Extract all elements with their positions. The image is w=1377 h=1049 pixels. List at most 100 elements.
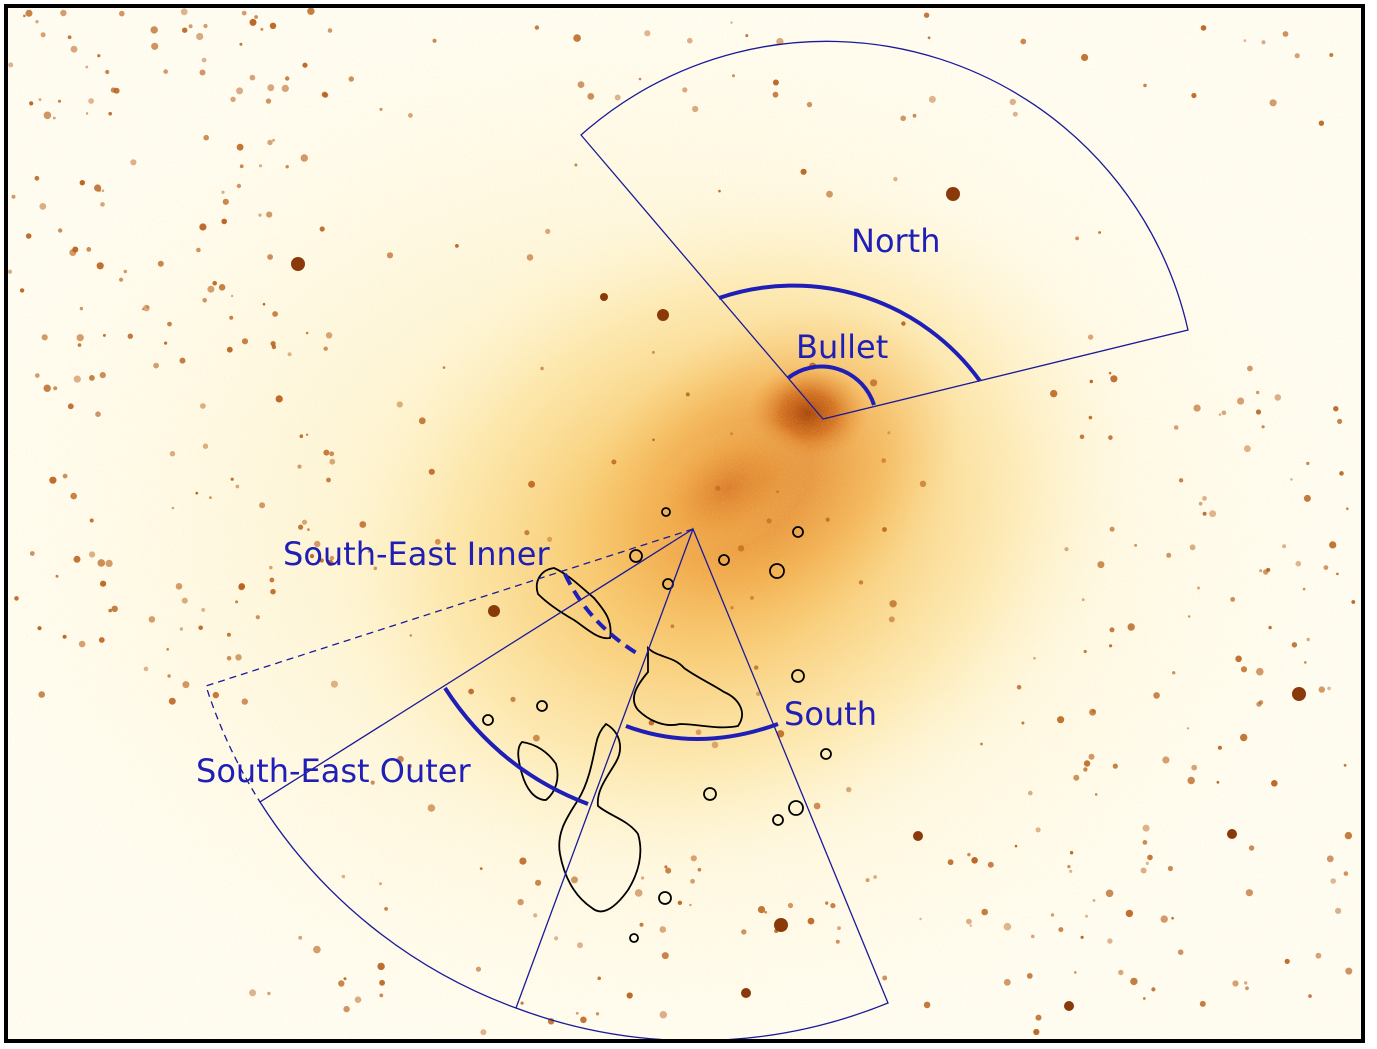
point-source bbox=[239, 42, 243, 46]
point-source bbox=[1193, 404, 1201, 412]
point-source bbox=[1097, 561, 1105, 569]
point-source bbox=[1092, 899, 1096, 902]
point-source bbox=[78, 640, 86, 648]
point-source bbox=[226, 632, 231, 637]
point-source bbox=[62, 473, 68, 479]
point-source bbox=[1140, 867, 1147, 874]
point-source bbox=[73, 555, 81, 563]
point-source bbox=[1339, 471, 1344, 476]
photon-noise bbox=[8, 8, 1361, 1039]
contour-blob bbox=[772, 814, 784, 826]
point-source bbox=[305, 331, 309, 335]
point-source bbox=[919, 917, 922, 921]
point-source bbox=[1033, 656, 1036, 660]
point-source bbox=[1118, 969, 1124, 976]
point-source bbox=[1094, 793, 1098, 796]
point-source bbox=[98, 637, 105, 643]
point-source bbox=[343, 1005, 350, 1013]
arc-south bbox=[625, 722, 779, 741]
point-source bbox=[25, 233, 32, 239]
point-source bbox=[119, 10, 125, 17]
point-source bbox=[70, 45, 78, 53]
point-source bbox=[141, 308, 145, 311]
point-source bbox=[787, 902, 794, 909]
point-source bbox=[887, 431, 891, 435]
point-source bbox=[148, 616, 156, 623]
point-source bbox=[1351, 600, 1356, 604]
point-source bbox=[1343, 763, 1347, 767]
point-source bbox=[239, 164, 244, 169]
point-source bbox=[241, 698, 248, 705]
point-source bbox=[249, 18, 257, 26]
point-source bbox=[730, 432, 733, 436]
point-source bbox=[1318, 120, 1325, 126]
point-source bbox=[143, 666, 149, 672]
point-source bbox=[690, 855, 697, 862]
point-source bbox=[179, 357, 186, 364]
point-source bbox=[150, 26, 158, 34]
point-source bbox=[235, 654, 242, 661]
point-source bbox=[730, 606, 734, 610]
point-source bbox=[1333, 406, 1339, 412]
point-source bbox=[571, 876, 578, 884]
point-source bbox=[102, 333, 106, 337]
point-source bbox=[1343, 871, 1349, 876]
point-source bbox=[226, 655, 232, 661]
point-source bbox=[893, 176, 898, 182]
point-source bbox=[690, 878, 695, 884]
point-source bbox=[614, 94, 621, 101]
point-source bbox=[1258, 700, 1264, 705]
point-source bbox=[1294, 53, 1300, 59]
point-source bbox=[297, 464, 302, 469]
point-source bbox=[1050, 913, 1055, 917]
point-source bbox=[1259, 569, 1263, 573]
xray-cluster-image: North Bullet South-East Inner South Sout… bbox=[8, 8, 1361, 1039]
point-source bbox=[34, 175, 40, 181]
point-source bbox=[326, 477, 331, 483]
point-source bbox=[76, 334, 84, 342]
point-source bbox=[327, 559, 334, 567]
point-source bbox=[1318, 686, 1326, 693]
point-source bbox=[212, 691, 219, 699]
point-source bbox=[169, 451, 176, 457]
point-source bbox=[745, 34, 749, 38]
point-source bbox=[323, 346, 328, 351]
point-source bbox=[73, 375, 81, 383]
point-source bbox=[1092, 709, 1096, 713]
point-source bbox=[987, 861, 994, 868]
point-source bbox=[661, 952, 669, 960]
point-source bbox=[386, 252, 394, 259]
point-source bbox=[329, 458, 336, 465]
point-source bbox=[167, 674, 171, 678]
point-source bbox=[1209, 510, 1217, 518]
point-source bbox=[1202, 511, 1207, 516]
point-source bbox=[580, 1016, 587, 1024]
point-source bbox=[341, 874, 346, 879]
point-source bbox=[534, 25, 540, 30]
point-source bbox=[119, 277, 124, 282]
point-source bbox=[1330, 878, 1336, 884]
point-source bbox=[1197, 586, 1200, 590]
point-source bbox=[314, 540, 321, 548]
point-source bbox=[664, 865, 668, 869]
point-source bbox=[85, 65, 89, 69]
point-source bbox=[236, 143, 244, 151]
point-source bbox=[468, 688, 474, 695]
point-source bbox=[865, 878, 870, 883]
point-source bbox=[732, 74, 735, 78]
point-source bbox=[1263, 569, 1269, 575]
point-source bbox=[258, 164, 263, 168]
point-source bbox=[175, 583, 183, 590]
point-source bbox=[1255, 409, 1262, 415]
point-source bbox=[88, 98, 94, 104]
point-source bbox=[587, 93, 595, 100]
point-source bbox=[912, 113, 917, 118]
point-source bbox=[35, 373, 40, 378]
point-source bbox=[1073, 774, 1080, 781]
point-source bbox=[8, 62, 14, 68]
point-source bbox=[545, 228, 551, 234]
bright-point-source bbox=[600, 293, 608, 301]
point-source bbox=[146, 305, 150, 309]
point-source bbox=[611, 459, 617, 465]
point-source bbox=[379, 107, 383, 111]
